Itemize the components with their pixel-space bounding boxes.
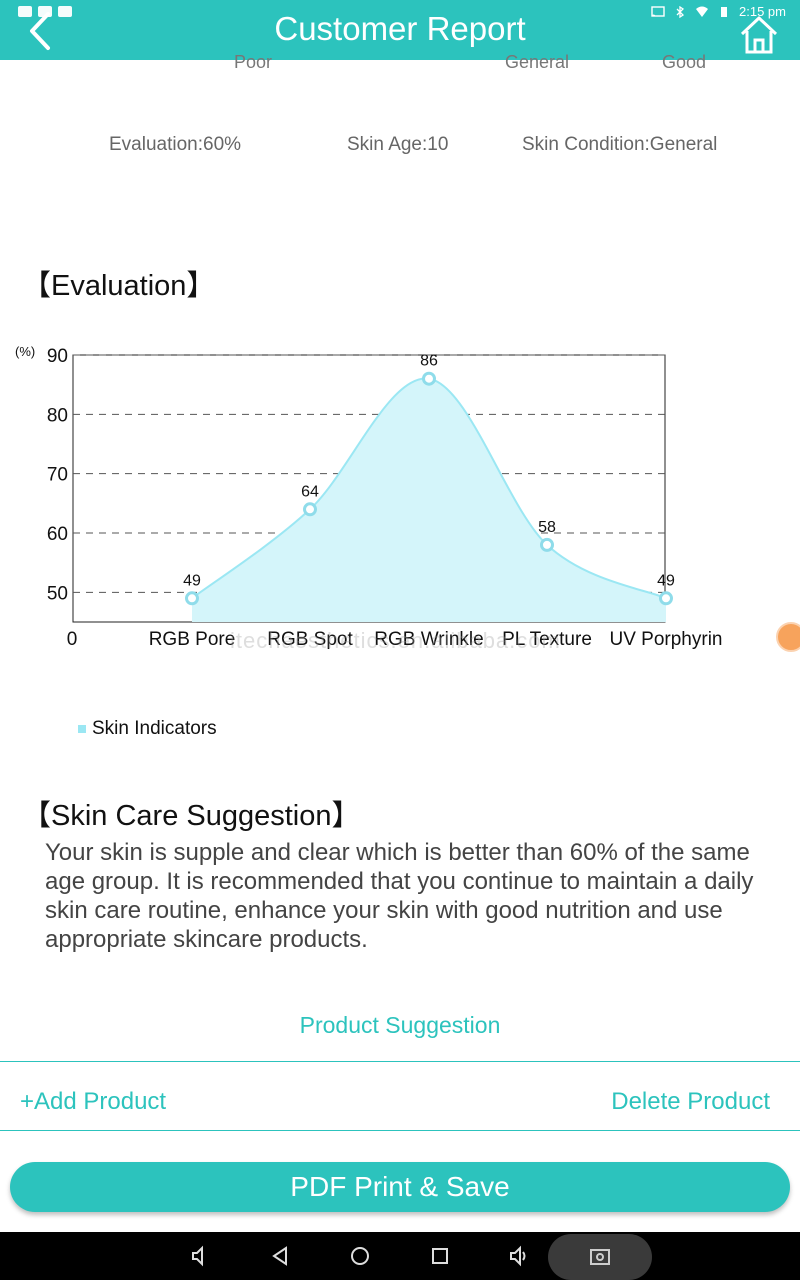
volume-down-icon[interactable] (188, 1244, 212, 1268)
page-title: Customer Report (274, 10, 526, 47)
cast-icon (651, 5, 665, 17)
chart-legend: Skin Indicators (78, 718, 217, 740)
back-button[interactable] (24, 10, 60, 52)
bluetooth-icon (676, 5, 685, 18)
watermark: itechaesthetics.en.alibaba.com (230, 628, 561, 653)
x-tick-label: PL Texture (502, 629, 592, 650)
home-button[interactable] (738, 14, 780, 56)
x-origin-label: 0 (67, 629, 78, 650)
y-tick-label: 90 (47, 346, 68, 367)
screenshot-button[interactable] (548, 1234, 652, 1280)
x-tick-label: UV Porphyrin (610, 629, 723, 650)
home-nav-icon[interactable] (348, 1244, 372, 1268)
back-nav-icon[interactable] (268, 1244, 292, 1268)
data-point (422, 371, 436, 386)
x-tick-label: RGB Pore (149, 629, 236, 650)
data-point (185, 591, 199, 606)
evaluation-heading: 【Evaluation】 (22, 270, 216, 302)
evaluation-chart: 50 60 70 80 90 (%) 0 49 64 86 58 49 RGB Pore RGB Spot… (0, 330, 800, 690)
x-tick-label: RGB Wrinkle (374, 629, 483, 650)
app-header: 2:15 pm Customer Report (0, 0, 800, 60)
delete-product-button[interactable]: Delete Product (611, 1088, 770, 1115)
add-product-button[interactable]: +Add Product (20, 1088, 167, 1115)
volume-up-icon[interactable] (508, 1244, 532, 1268)
data-label: 49 (183, 572, 201, 589)
legend-swatch (78, 725, 86, 733)
data-label: 86 (420, 353, 438, 370)
scale-general-label: General (505, 52, 570, 72)
data-point (303, 502, 317, 517)
y-axis-unit: (%) (15, 344, 35, 359)
data-label: 64 (301, 483, 319, 500)
recents-nav-icon[interactable] (428, 1244, 452, 1268)
data-point (659, 591, 673, 606)
divider (0, 1061, 800, 1062)
scale-poor-label: Poor (234, 52, 273, 72)
legend-label: Skin Indicators (92, 718, 217, 739)
battery-icon (721, 6, 728, 17)
y-tick-label: 60 (47, 524, 68, 545)
skin-age-stat: Skin Age:10 (347, 134, 449, 155)
condition-scale: Poor General Good (0, 52, 800, 74)
wifi-icon (696, 6, 709, 17)
camera-icon (38, 6, 52, 17)
skin-condition-stat: Skin Condition:General (522, 134, 718, 155)
y-tick-label: 80 (47, 405, 68, 426)
series-area (192, 378, 666, 622)
status-time: 2:15 pm (739, 4, 786, 19)
image-icon (58, 6, 72, 17)
floating-camera-button[interactable] (776, 622, 800, 652)
status-bar-right: 2:15 pm (651, 4, 786, 19)
skin-care-text: Your skin is supple and clear which is b… (45, 839, 754, 953)
data-label: 49 (657, 572, 675, 589)
divider (0, 1130, 800, 1131)
x-tick-label: RGB Spot (267, 629, 353, 650)
data-point (540, 537, 554, 552)
pdf-print-save-button[interactable]: PDF Print & Save (10, 1162, 790, 1212)
product-suggestion-heading: Product Suggestion (299, 1012, 501, 1038)
evaluation-stat: Evaluation:60% (109, 134, 242, 155)
status-bar-left (18, 6, 72, 17)
video-icon (18, 6, 32, 17)
data-label: 58 (538, 519, 556, 536)
y-tick-label: 70 (47, 465, 68, 486)
skin-care-heading: 【Skin Care Suggestion】 (22, 800, 361, 832)
scale-good-label: Good (662, 52, 707, 72)
system-nav-bar (0, 1232, 800, 1280)
screenshot-icon (590, 1249, 610, 1265)
y-tick-label: 50 (47, 583, 68, 604)
evaluation-chart-svg: 50 60 70 80 90 (%) 0 49 64 86 58 49 RGB Pore RGB Spot… (15, 344, 723, 650)
